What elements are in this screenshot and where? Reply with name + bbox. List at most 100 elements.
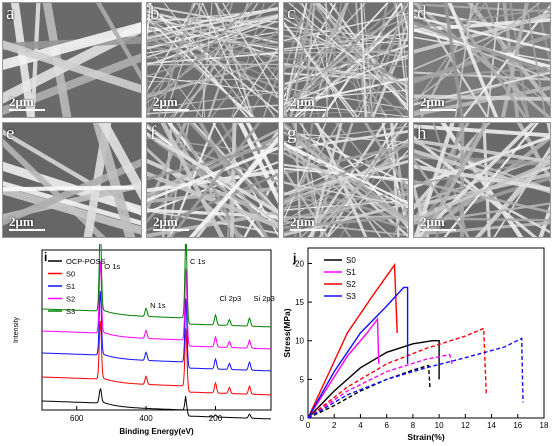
series-line-S3 (42, 244, 271, 328)
plot-frame (307, 247, 545, 419)
series-line-S0 (307, 340, 440, 419)
legend-label: S2 (346, 280, 356, 289)
legend-label: OCP-POSS (66, 257, 106, 266)
series-line-S1 (42, 290, 271, 372)
scale-bar-label: 2μm (9, 214, 34, 229)
sem-panel-d: d 2μm (413, 2, 551, 118)
scale-bar: 2μm (290, 215, 326, 231)
sem-panel-f: f 2μm (146, 122, 279, 238)
sem-panel-h: h 2μm (413, 122, 551, 238)
sem-fiber-texture (147, 3, 278, 117)
sem-fiber-texture (147, 123, 278, 237)
scale-bar: 2μm (290, 95, 326, 111)
scale-bar-line (9, 229, 45, 231)
x-tick-label: 6 (384, 421, 389, 430)
scale-bar-label: 2μm (420, 214, 445, 229)
x-tick-label: 8 (411, 421, 416, 430)
panel-label: f (150, 123, 157, 144)
scale-bar-line (153, 109, 189, 111)
series-line-S2 (307, 262, 398, 419)
legend-label: S1 (66, 282, 75, 291)
sem-fiber-texture (3, 3, 141, 117)
x-tick-label: 12 (461, 421, 470, 430)
series-line-S0 (42, 320, 271, 396)
y-tick-label: 0 (300, 414, 305, 423)
sem-panel-g: g 2μm (283, 122, 409, 238)
sem-fiber-texture (414, 3, 550, 117)
scale-bar-label: 2μm (9, 94, 34, 109)
peak-label: C 1s (190, 257, 206, 266)
x-tick-label: 18 (540, 421, 549, 430)
peak-label: O 1s (104, 262, 120, 271)
panel-label: e (6, 123, 15, 144)
legend-label: S0 (346, 256, 356, 265)
y-axis-label: Stress(MPa) (282, 308, 292, 357)
scale-bar: 2μm (9, 215, 45, 231)
x-tick-label: 200 (209, 414, 223, 423)
sem-panel-a: a 2μm (2, 2, 142, 118)
scale-bar-line (420, 109, 456, 111)
scale-bar-label: 2μm (290, 94, 315, 109)
sem-fiber-texture (284, 3, 408, 117)
legend-label: S2 (66, 295, 75, 304)
y-tick-label: 5 (300, 375, 305, 384)
scale-bar-line (290, 109, 326, 111)
series-line-OCP-POSS (42, 387, 271, 420)
scale-bar-line (9, 109, 45, 111)
x-axis-label: Binding Energy(eV) (119, 427, 194, 436)
x-tick-label: 10 (435, 421, 444, 430)
panel-label: b (150, 3, 160, 24)
series-dashed-S2 (307, 327, 487, 419)
scale-bar-line (420, 229, 456, 231)
panel-label: a (6, 3, 15, 24)
x-axis-label: Strain(%) (407, 432, 444, 442)
peak-label: N 1s (150, 301, 166, 310)
y-tick-label: 20 (295, 259, 304, 268)
scale-bar: 2μm (420, 95, 456, 111)
scale-bar: 2μm (153, 215, 189, 231)
panel-label: i (44, 250, 47, 264)
sem-fiber-texture (284, 123, 408, 237)
panel-label: d (417, 3, 427, 24)
sem-fiber-texture (414, 123, 550, 237)
peak-label: Si 2p3 (253, 294, 274, 303)
x-tick-label: 16 (513, 421, 522, 430)
series-dashed-S1 (307, 353, 453, 419)
series-line-S1 (307, 317, 380, 419)
legend-label: S1 (346, 268, 356, 277)
legend-label: S0 (66, 270, 75, 279)
y-tick-label: 15 (295, 298, 304, 307)
legend-label: S3 (346, 292, 356, 301)
scale-bar: 2μm (420, 215, 456, 231)
panel-label: c (287, 3, 296, 24)
series-line-S2 (42, 260, 271, 350)
x-tick-label: 400 (139, 414, 153, 423)
panel-label: j (292, 251, 296, 265)
scale-bar-label: 2μm (153, 94, 178, 109)
x-tick-label: 2 (332, 421, 337, 430)
stress-strain-chart: j 0 2 4 6 8 10 12 14 16 18 0 5 10 15 20 Strain(%) Stress(… (282, 247, 549, 442)
scale-bar-line (153, 229, 189, 231)
x-tick-label: 14 (487, 421, 496, 430)
peak-label: Cl 2p3 (219, 294, 241, 303)
y-tick-label: 10 (295, 337, 304, 346)
sem-panel-c: c 2μm (283, 2, 409, 118)
series-line-S3 (307, 286, 409, 419)
sem-panel-b: b 2μm (146, 2, 279, 118)
x-tick-label: 0 (306, 421, 311, 430)
x-tick-label: 4 (358, 421, 363, 430)
series-dashed-S3 (307, 337, 524, 419)
panel-label: g (287, 123, 297, 144)
xps-chart: i 600 400 200 Binding Energy(eV) Intensity O 1… (13, 244, 275, 436)
scale-bar: 2μm (153, 95, 189, 111)
x-tick-label: 600 (70, 414, 84, 423)
sem-panel-e: e 2μm (2, 122, 142, 238)
y-axis-label: Intensity (13, 316, 20, 343)
scale-bar-line (290, 229, 326, 231)
scale-bar: 2μm (9, 95, 45, 111)
scale-bar-label: 2μm (420, 94, 445, 109)
plot-frame (41, 249, 272, 411)
legend-label: S3 (66, 307, 75, 316)
scale-bar-label: 2μm (290, 214, 315, 229)
panel-label: h (417, 123, 427, 144)
